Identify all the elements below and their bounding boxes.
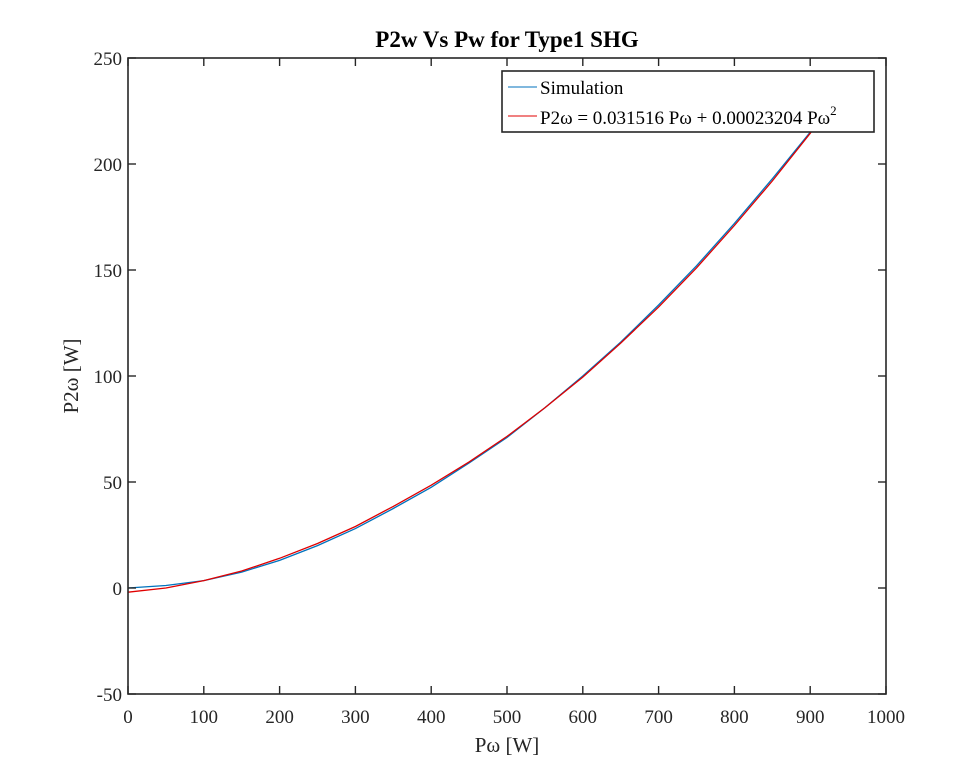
x-tick-label-10: 1000 [867,707,905,728]
x-tick-label-4: 400 [417,707,446,728]
x-tick-label-6: 600 [569,707,598,728]
legend-label-fit: P2ω = 0.031516 Pω + 0.00023204 Pω2 [540,103,837,129]
y-tick-label-3: 100 [94,367,123,388]
legend-box [501,70,875,133]
x-tick-label-0: 0 [123,707,133,728]
legend-label-fit-main: P2ω = 0.031516 Pω + 0.00023204 Pω [540,108,830,129]
series-line-1 [127,127,815,593]
y-axis-label: P2ω [W] [59,338,83,413]
series-layer [127,126,815,593]
y-tick-label-1: 0 [113,579,123,600]
legend-label-simulation: Simulation [540,78,624,99]
x-tick-label-7: 700 [644,707,673,728]
x-axis-label: Pω [W] [475,733,540,757]
chart-title: P2w Vs Pw for Type1 SHG [375,27,639,52]
plot-background [128,58,886,694]
y-tick-label-6: 250 [94,49,123,70]
x-tick-label-8: 800 [720,707,749,728]
x-tick-label-3: 300 [341,707,370,728]
x-tick-label-9: 900 [796,707,825,728]
y-tick-label-2: 50 [103,473,122,494]
legend-label-fit-exponent: 2 [830,103,837,118]
x-tick-labels: 0 100 200 300 400 500 600 700 800 900 1000 [123,707,905,728]
y-tick-labels: -50 0 50 100 150 200 250 [94,49,123,706]
x-tick-label-5: 500 [493,707,522,728]
y-tick-label-4: 150 [94,261,123,282]
x-tick-label-1: 100 [190,707,219,728]
legend: Simulation P2ω = 0.031516 Pω + 0.0002320… [501,70,875,133]
x-tick-label-2: 200 [265,707,294,728]
ticks-layer [127,57,887,695]
series-line-0 [127,126,815,589]
y-tick-label-5: 200 [94,155,123,176]
y-tick-label-0: -50 [97,685,122,706]
